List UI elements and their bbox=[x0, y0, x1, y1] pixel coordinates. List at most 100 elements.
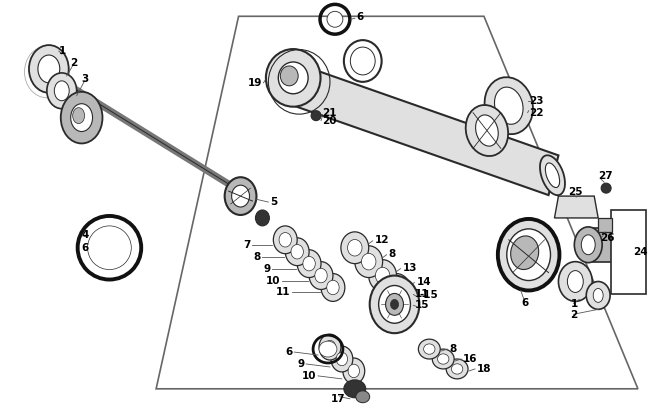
Text: 11: 11 bbox=[415, 289, 429, 299]
Ellipse shape bbox=[511, 236, 539, 270]
Ellipse shape bbox=[278, 62, 308, 94]
Text: 27: 27 bbox=[598, 171, 613, 181]
Text: 5: 5 bbox=[270, 197, 278, 207]
Ellipse shape bbox=[319, 334, 341, 360]
Text: 17: 17 bbox=[331, 394, 345, 404]
Ellipse shape bbox=[389, 281, 404, 298]
Ellipse shape bbox=[225, 177, 257, 215]
Ellipse shape bbox=[285, 238, 309, 265]
Ellipse shape bbox=[71, 104, 92, 131]
Ellipse shape bbox=[465, 105, 508, 156]
Text: 1: 1 bbox=[570, 299, 578, 310]
Ellipse shape bbox=[356, 391, 370, 403]
Polygon shape bbox=[598, 218, 612, 232]
Ellipse shape bbox=[324, 340, 335, 354]
Ellipse shape bbox=[361, 253, 376, 270]
Ellipse shape bbox=[73, 108, 84, 123]
Text: 23: 23 bbox=[528, 96, 543, 106]
Polygon shape bbox=[611, 210, 646, 294]
Ellipse shape bbox=[558, 262, 592, 302]
Ellipse shape bbox=[495, 87, 523, 124]
Ellipse shape bbox=[567, 270, 583, 292]
Text: 10: 10 bbox=[302, 371, 316, 381]
Text: 22: 22 bbox=[528, 108, 543, 118]
Text: 8: 8 bbox=[254, 252, 261, 262]
Ellipse shape bbox=[280, 66, 298, 86]
Ellipse shape bbox=[319, 341, 337, 357]
Text: 2: 2 bbox=[70, 58, 77, 68]
Text: 21: 21 bbox=[322, 108, 337, 118]
Ellipse shape bbox=[575, 227, 602, 262]
Ellipse shape bbox=[376, 267, 390, 284]
Text: 15: 15 bbox=[415, 300, 429, 310]
Ellipse shape bbox=[391, 299, 398, 310]
Text: 6: 6 bbox=[357, 12, 364, 22]
Ellipse shape bbox=[279, 63, 306, 103]
Text: 1: 1 bbox=[58, 46, 66, 56]
Ellipse shape bbox=[331, 346, 353, 372]
Ellipse shape bbox=[279, 233, 291, 247]
Ellipse shape bbox=[385, 294, 404, 315]
Ellipse shape bbox=[321, 273, 345, 302]
Ellipse shape bbox=[55, 81, 69, 101]
Text: 6: 6 bbox=[82, 243, 89, 253]
Polygon shape bbox=[285, 63, 558, 195]
Text: 8: 8 bbox=[449, 344, 456, 354]
Text: 10: 10 bbox=[266, 276, 280, 286]
Ellipse shape bbox=[601, 183, 611, 193]
Text: 25: 25 bbox=[568, 187, 583, 197]
Text: 12: 12 bbox=[374, 235, 389, 245]
Text: 11: 11 bbox=[276, 287, 291, 297]
Ellipse shape bbox=[476, 115, 499, 146]
Text: 24: 24 bbox=[633, 247, 648, 257]
Ellipse shape bbox=[432, 349, 454, 369]
Text: 8: 8 bbox=[389, 249, 396, 259]
Text: 4: 4 bbox=[82, 230, 89, 240]
Ellipse shape bbox=[379, 286, 410, 323]
Text: 9: 9 bbox=[263, 264, 270, 273]
Text: 2: 2 bbox=[570, 310, 578, 320]
Ellipse shape bbox=[452, 364, 463, 374]
Ellipse shape bbox=[47, 73, 77, 109]
Ellipse shape bbox=[255, 210, 269, 226]
Ellipse shape bbox=[383, 273, 410, 305]
Ellipse shape bbox=[231, 185, 250, 207]
Text: 13: 13 bbox=[402, 262, 417, 273]
Ellipse shape bbox=[369, 260, 396, 291]
Text: 6: 6 bbox=[521, 298, 528, 308]
Ellipse shape bbox=[348, 364, 359, 378]
Ellipse shape bbox=[545, 163, 560, 188]
Text: 19: 19 bbox=[248, 78, 263, 88]
Circle shape bbox=[327, 11, 343, 27]
Text: 3: 3 bbox=[82, 74, 89, 84]
Ellipse shape bbox=[284, 70, 300, 96]
Ellipse shape bbox=[507, 229, 551, 281]
Text: 16: 16 bbox=[463, 354, 478, 364]
Ellipse shape bbox=[344, 380, 366, 398]
Ellipse shape bbox=[266, 49, 320, 107]
Polygon shape bbox=[593, 228, 628, 262]
Ellipse shape bbox=[341, 232, 369, 264]
Text: 18: 18 bbox=[477, 364, 491, 374]
Ellipse shape bbox=[291, 244, 304, 259]
Ellipse shape bbox=[437, 354, 449, 364]
Ellipse shape bbox=[29, 45, 69, 93]
Text: 7: 7 bbox=[243, 240, 250, 250]
Ellipse shape bbox=[297, 250, 321, 278]
Ellipse shape bbox=[315, 268, 327, 283]
Ellipse shape bbox=[303, 257, 315, 271]
Ellipse shape bbox=[60, 92, 103, 144]
Ellipse shape bbox=[274, 226, 297, 254]
Text: 6: 6 bbox=[285, 347, 292, 357]
Polygon shape bbox=[554, 196, 598, 218]
Ellipse shape bbox=[370, 276, 419, 333]
Ellipse shape bbox=[586, 281, 610, 310]
Circle shape bbox=[311, 110, 321, 121]
Ellipse shape bbox=[484, 77, 533, 134]
Text: 14: 14 bbox=[417, 276, 431, 286]
Ellipse shape bbox=[327, 280, 339, 295]
Text: 20: 20 bbox=[322, 116, 337, 126]
Ellipse shape bbox=[498, 219, 560, 291]
Ellipse shape bbox=[309, 262, 333, 289]
Ellipse shape bbox=[336, 352, 348, 366]
